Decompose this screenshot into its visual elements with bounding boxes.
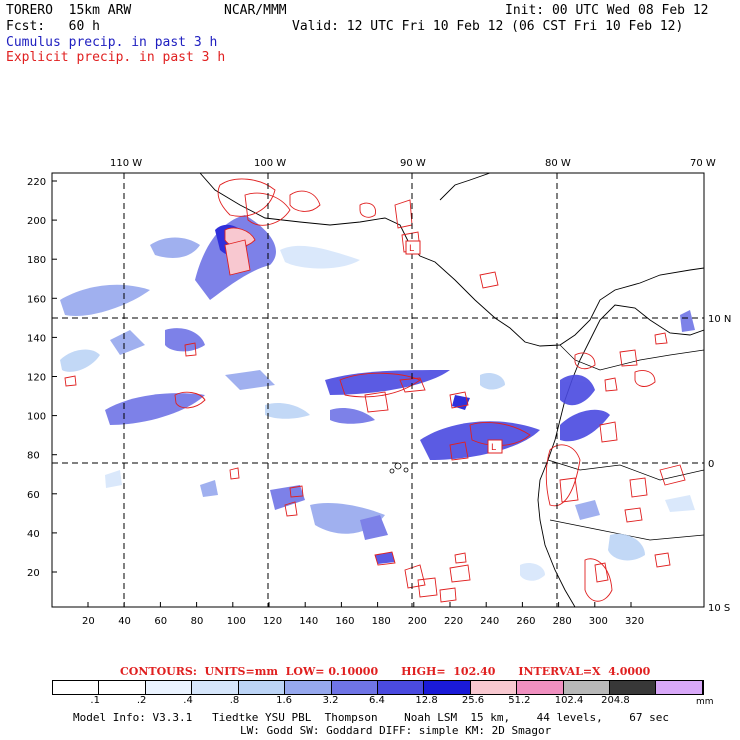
colorbar-label: 25.6 — [461, 695, 485, 706]
legend-explicit: Explicit precip. in past 3 h — [6, 50, 226, 65]
lat-label: 10 N — [708, 314, 731, 325]
colorbar-label: 1.6 — [276, 695, 293, 706]
y-tick-label: 20 — [27, 568, 40, 579]
forecast-hour: Fcst: 60 h — [6, 19, 100, 34]
x-tick-label: 160 — [335, 616, 354, 627]
colorbar-swatch — [377, 681, 425, 694]
colorbar-swatch — [192, 681, 239, 694]
colorbar-swatch — [656, 681, 703, 694]
legend-cumulus: Cumulus precip. in past 3 h — [6, 35, 218, 50]
colorbar-unit: mm — [696, 697, 714, 707]
lon-label: 70 W — [690, 158, 716, 169]
low-marker: L — [491, 443, 496, 453]
low-marker-box — [487, 439, 503, 454]
explicit-precip — [64, 178, 686, 603]
y-tick-label: 200 — [27, 216, 46, 227]
cumulus-precip — [60, 215, 695, 581]
lat-lon-grid — [52, 173, 704, 607]
x-tick-label: 220 — [444, 616, 463, 627]
colorbar-swatch — [145, 681, 193, 694]
colorbar-label: 3.2 — [322, 695, 339, 706]
top-lon-labels: 110 W 100 W 90 W 80 W 70 W — [110, 158, 716, 169]
x-tick-label: 140 — [299, 616, 318, 627]
low-marker-box — [405, 240, 421, 255]
y-tick-label: 180 — [27, 255, 46, 266]
colorbar-swatch — [99, 681, 146, 694]
lon-label: 80 W — [545, 158, 571, 169]
model-info: Model Info: V3.3.1 Tiedtke YSU PBL Thomp… — [73, 711, 670, 724]
colorbar-label: 51.2 — [508, 695, 531, 706]
coast-mexico — [199, 173, 704, 347]
colorbar-swatch — [285, 681, 332, 694]
y-tick-label: 80 — [27, 451, 40, 462]
colorbar-labels: .1 .2 .4 .8 1.6 3.2 6.4 12.8 25.6 51.2 102.4 204.8 — [52, 695, 702, 707]
left-y-axis: 220 200 180 160 140 120 100 80 60 40 20 — [27, 177, 57, 579]
y-tick-label: 160 — [27, 294, 46, 305]
y-tick-label: 220 — [27, 177, 46, 188]
colorbar-label: .8 — [229, 695, 240, 706]
right-lat-labels: 10 N 0 10 S — [708, 314, 731, 614]
colorbar-swatch — [563, 681, 611, 694]
y-tick-label: 60 — [27, 490, 40, 501]
colorbar-swatch — [238, 681, 286, 694]
colorbar-swatch — [470, 681, 518, 694]
colorbar-label: 12.8 — [415, 695, 438, 706]
lat-label: 0 — [708, 459, 714, 470]
x-tick-label: 180 — [372, 616, 391, 627]
x-tick-label: 100 — [227, 616, 246, 627]
lat-label: 10 S — [708, 603, 730, 614]
physics-info: LW: Godd SW: Goddard DIFF: simple KM: 2D… — [240, 724, 552, 737]
init-time: Init: 00 UTC Wed 08 Feb 12 — [505, 3, 709, 18]
galapagos-islands — [389, 462, 409, 474]
lon-label: 100 W — [254, 158, 286, 169]
model-title: TORERO 15km ARW — [6, 3, 132, 18]
org-label: NCAR/MMM — [224, 3, 287, 18]
x-tick-label: 320 — [625, 616, 644, 627]
x-tick-label: 40 — [118, 616, 131, 627]
colorbar-label: 204.8 — [601, 695, 630, 706]
colorbar-swatch — [424, 681, 471, 694]
contours-info: CONTOURS: UNITS=mm LOW= 0.10000 HIGH= 10… — [120, 665, 651, 678]
coast-yucatan — [439, 173, 491, 201]
colorbar-swatch — [331, 681, 378, 694]
x-tick-label: 80 — [191, 616, 204, 627]
lon-label: 110 W — [110, 158, 142, 169]
x-tick-label: 60 — [154, 616, 167, 627]
colorbar-label: .2 — [136, 695, 147, 706]
valid-time: Valid: 12 UTC Fri 10 Feb 12 (06 CST Fri … — [292, 19, 684, 34]
x-tick-label: 20 — [82, 616, 95, 627]
colorbar — [52, 680, 704, 695]
x-tick-label: 240 — [480, 616, 499, 627]
y-tick-label: 100 — [27, 412, 46, 423]
colorbar-swatch — [610, 681, 657, 694]
y-tick-label: 120 — [27, 373, 46, 384]
colorbar-label: 102.4 — [554, 695, 584, 706]
colorbar-label: 6.4 — [369, 695, 385, 706]
x-tick-label: 280 — [553, 616, 572, 627]
coast-southamerica — [537, 304, 704, 607]
colorbar-swatch — [517, 681, 564, 694]
colorbar-label: .4 — [183, 695, 193, 706]
y-tick-label: 40 — [27, 529, 40, 540]
y-tick-label: 140 — [27, 333, 46, 344]
x-tick-label: 200 — [408, 616, 427, 627]
x-tick-label: 260 — [516, 616, 535, 627]
colorbar-label: .1 — [90, 695, 100, 706]
x-tick-label: 300 — [589, 616, 608, 627]
low-marker: L — [409, 244, 414, 254]
bottom-x-axis: 20 40 60 80 100 120 140 160 180 200 220 240 260 280 30… — [82, 602, 644, 627]
x-tick-label: 120 — [263, 616, 282, 627]
lon-label: 90 W — [400, 158, 426, 169]
colorbar-swatch — [53, 681, 100, 694]
